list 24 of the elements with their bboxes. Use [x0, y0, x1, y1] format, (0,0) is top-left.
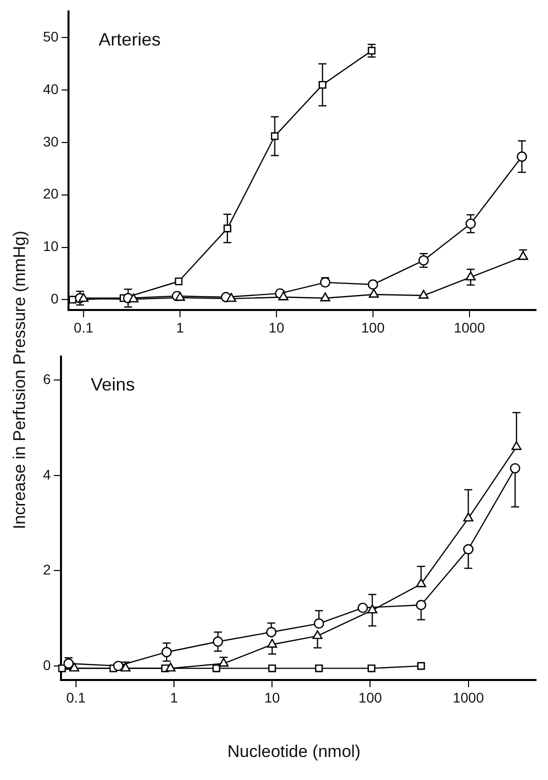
y-tick-label: 20 [42, 186, 59, 202]
x-tick-label: 0.1 [66, 689, 86, 706]
x-tick-label: 1000 [454, 319, 486, 336]
y-tick-label: 6 [42, 371, 51, 388]
x-tick-label: 0.1 [74, 319, 94, 336]
y-tick-label: 40 [42, 80, 59, 97]
y-tick-label: 50 [42, 28, 59, 44]
y-tick-label: 0 [50, 290, 59, 307]
y-axis-title: Increase in Perfusion Pressure (mmHg) [10, 230, 30, 530]
x-axis-title: Nucleotide (nmol) [226, 742, 362, 762]
y-tick-label: 4 [42, 466, 51, 482]
x-tick-label: 1 [176, 319, 184, 336]
y-tick-label: 2 [42, 562, 51, 578]
x-tick-label: 100 [361, 319, 385, 336]
x-tick-label: 1000 [452, 689, 484, 706]
x-tick-label: 1 [170, 689, 178, 706]
x-tick-label: 100 [358, 689, 382, 706]
annotation: Arteries [98, 29, 161, 50]
annotation: Veins [90, 374, 135, 394]
y-tick-label: 10 [42, 238, 59, 254]
y-tick-label: 0 [42, 656, 51, 673]
x-tick-label: 10 [268, 319, 284, 336]
y-tick-label: 30 [42, 133, 59, 150]
x-tick-label: 10 [264, 689, 280, 706]
